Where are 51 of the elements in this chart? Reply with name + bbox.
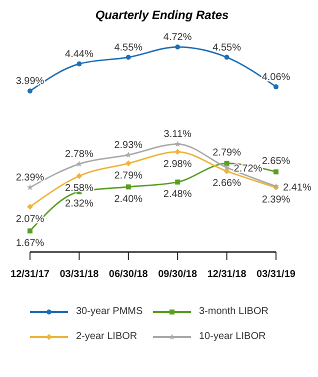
data-label: 2.98% (163, 158, 192, 170)
x-tick-label: 06/30/18 (108, 269, 148, 280)
x-tick-label: 03/31/19 (256, 269, 296, 280)
legend-label: 30-year PMMS (76, 306, 143, 317)
data-label: 3.11% (164, 129, 192, 140)
point (174, 148, 181, 155)
point (224, 54, 230, 60)
legend-label: 10-year LIBOR (199, 331, 266, 342)
data-label: 2.39% (262, 194, 290, 206)
data-label: 2.32% (65, 198, 94, 210)
point (126, 184, 131, 190)
data-label: 4.55% (114, 42, 143, 54)
point (125, 160, 132, 166)
x-tick-label: 09/30/18 (158, 269, 198, 280)
point (126, 54, 131, 60)
point (174, 140, 181, 147)
data-label: 2.79% (114, 170, 143, 182)
data-label: 2.48% (163, 189, 192, 200)
data-label: 2.39% (16, 172, 44, 184)
data-label: 2.78% (65, 148, 94, 160)
x-tick-label: 12/31/17 (10, 269, 50, 280)
point (224, 164, 230, 170)
x-tick-label: 12/31/18 (207, 269, 247, 280)
data-label: 2.41% (283, 182, 312, 194)
point (76, 173, 82, 180)
data-label: 3.99% (16, 76, 44, 88)
point (175, 44, 180, 50)
point (28, 88, 32, 94)
data-label: 1.67% (16, 238, 44, 249)
x-tick-label: 03/31/18 (60, 269, 100, 280)
point (274, 84, 278, 90)
point (27, 204, 33, 210)
point (28, 228, 32, 234)
data-label: 2.93% (114, 140, 143, 151)
data-label: 4.44% (65, 48, 94, 60)
chart-title: Quarterly Ending Rates (94, 8, 230, 22)
data-label: 4.55% (212, 42, 242, 54)
data-label: 4.06% (262, 72, 290, 83)
point (224, 160, 230, 166)
data-label: 2.72% (234, 164, 262, 175)
point (274, 169, 278, 174)
point (76, 61, 82, 66)
legend-label: 2-year LIBOR (76, 331, 138, 342)
data-label: 4.72% (163, 32, 192, 44)
data-label: 2.66% (212, 178, 242, 190)
data-label: 2.40% (114, 194, 143, 205)
data-label: 2.79% (212, 147, 242, 158)
point (26, 184, 34, 190)
point (175, 180, 180, 185)
data-label: 2.65% (262, 156, 290, 167)
legend-label: 3-month LIBOR (199, 306, 268, 317)
